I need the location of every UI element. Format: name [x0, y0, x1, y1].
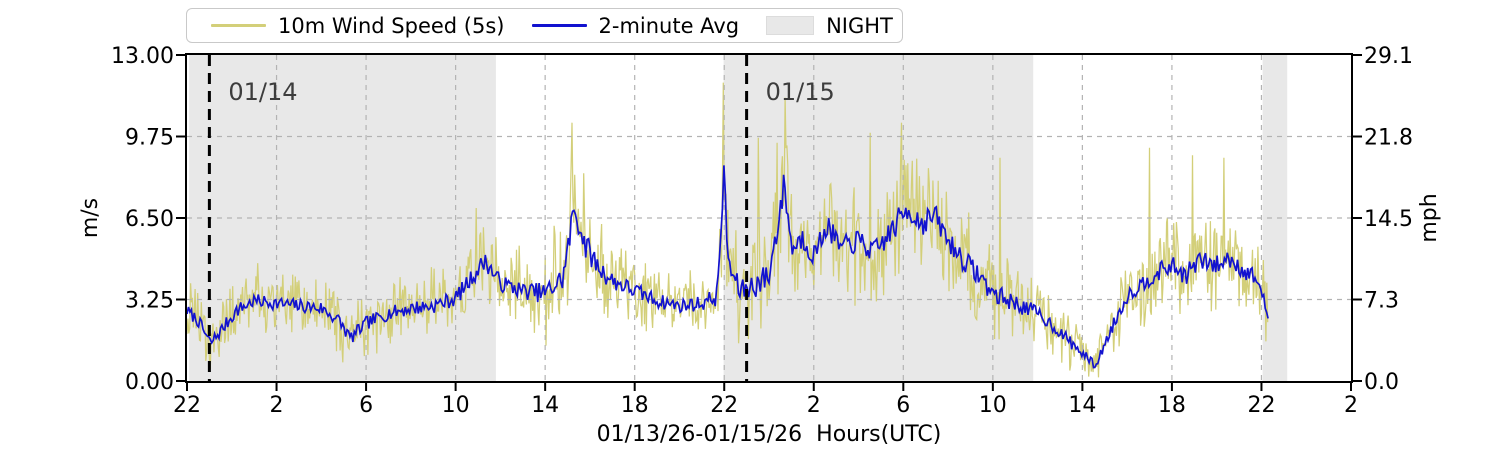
x-tick-label: 6	[896, 393, 910, 418]
legend-item-2min-avg: 2-minute Avg	[531, 13, 740, 38]
y-right-tick-label: 21.8	[1364, 126, 1413, 151]
x-tick-label: 2	[807, 393, 821, 418]
x-tick-label: 18	[1158, 393, 1186, 418]
y-left-tick-label: 6.50	[125, 207, 174, 232]
legend: 10m Wind Speed (5s) 2-minute Avg NIGHT	[186, 8, 903, 43]
x-tick-label: 22	[173, 393, 201, 418]
y-right-tick-label: 29.1	[1364, 44, 1413, 69]
y-right-tick-label: 14.5	[1364, 207, 1413, 232]
x-tick-label: 18	[621, 393, 649, 418]
legend-label-wind-5s: 10m Wind Speed (5s)	[278, 13, 505, 38]
y-left-tick-label: 9.75	[125, 126, 174, 151]
x-axis-title: 01/13/26-01/15/26 Hours(UTC)	[597, 422, 942, 447]
y-right-tick-label: 7.3	[1364, 289, 1399, 314]
night-patch-swatch-icon	[766, 16, 815, 35]
legend-item-wind-5s: 10m Wind Speed (5s)	[211, 14, 505, 38]
y-left-axis-title: m/s	[78, 198, 103, 238]
y-left-tick-label: 0.00	[125, 370, 174, 395]
x-tick-label: 2	[270, 393, 284, 418]
x-tick-label: 10	[979, 393, 1007, 418]
y-right-tick-label: 0.0	[1364, 370, 1399, 395]
x-tick-label: 2	[1344, 393, 1358, 418]
legend-item-night: NIGHT	[766, 14, 893, 38]
x-tick-label: 10	[442, 393, 470, 418]
wind-5s-line-swatch-icon	[211, 23, 266, 28]
avg-series-line	[186, 165, 1269, 369]
x-tick-label: 6	[359, 393, 373, 418]
plot-border	[185, 53, 1353, 383]
day-label: 01/15	[766, 78, 835, 106]
x-tick-label: 14	[531, 393, 559, 418]
day-label: 01/14	[228, 78, 297, 106]
avg-line-swatch-icon	[531, 23, 587, 28]
y-right-axis-title: mph	[1417, 193, 1442, 242]
legend-label-night: NIGHT	[826, 13, 893, 38]
y-left-tick-label: 13.00	[111, 44, 174, 69]
x-tick-label: 22	[710, 393, 738, 418]
y-left-tick-label: 3.25	[125, 289, 174, 314]
legend-label-2min-avg: 2-minute Avg	[598, 13, 740, 38]
x-tick-label: 14	[1068, 393, 1096, 418]
x-tick-label: 22	[1248, 393, 1276, 418]
